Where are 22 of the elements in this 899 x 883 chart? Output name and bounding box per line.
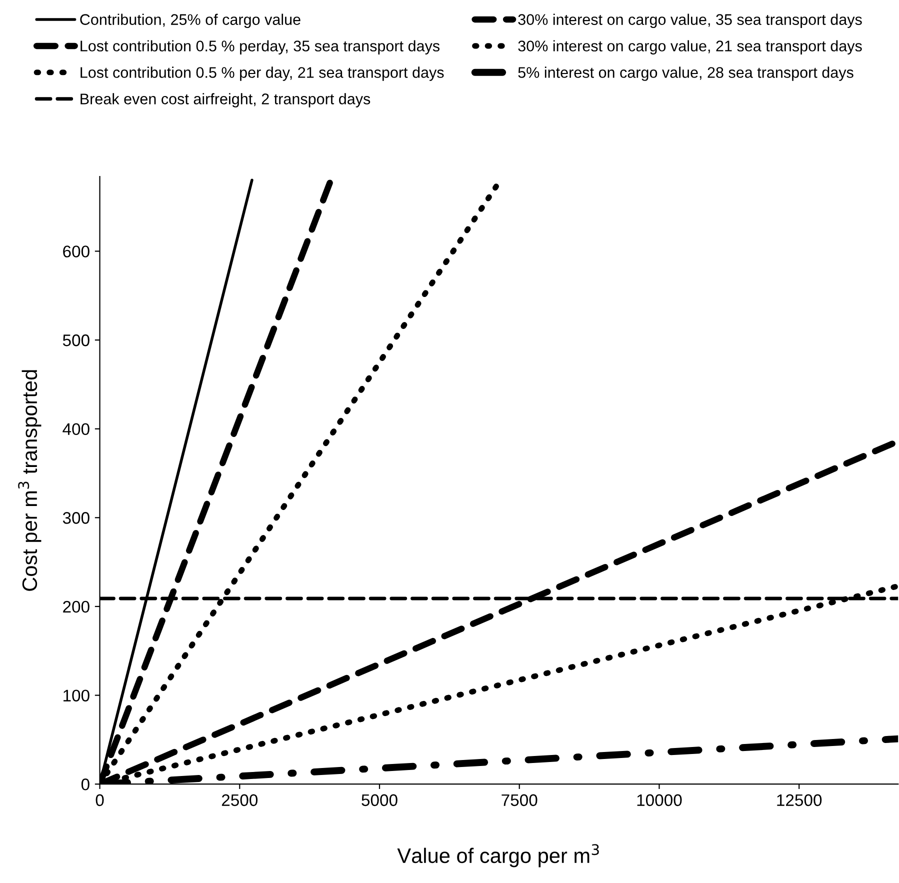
x-tick-label: 2500: [222, 794, 258, 806]
y-tick-label: 300: [62, 512, 90, 524]
y-tick-label: 100: [64, 690, 90, 702]
y-tick-label: 500: [62, 334, 90, 346]
legend-label: Contribution, 25% of cargo value: [80, 14, 300, 28]
legend-label: Lost contribution 0.5 % perday, 35 sea transport days: [80, 40, 440, 54]
y-tick-label: 200: [63, 600, 90, 613]
legend-label: 30% interest on cargo value, 21 sea transport days: [518, 40, 862, 54]
y-tick-label: 400: [62, 423, 90, 436]
y-tick-label: 0: [81, 778, 90, 790]
y-axis-title: Cost per m$^{3}$ transported: [18, 370, 42, 591]
x-tick-label: 10000: [637, 794, 682, 806]
legend-label: 30% interest on cargo value, 35 sea transport days: [518, 14, 862, 28]
x-tick-label: 12500: [777, 794, 822, 806]
legend-label: Lost contribution 0.5 % per day, 21 sea transport days: [80, 66, 444, 81]
legend-label: Break even cost airfreight, 2 transport days: [80, 93, 370, 108]
y-tick-label: 600: [63, 246, 90, 258]
x-axis-title: Value of cargo per m$^{3}$: [397, 844, 599, 868]
x-tick-label: 5000: [362, 794, 398, 806]
x-tick-label: 7500: [502, 794, 538, 806]
x-tick-label: 0: [96, 794, 104, 806]
legend-label: 5% interest on cargo value, 28 sea transport days: [518, 66, 854, 81]
